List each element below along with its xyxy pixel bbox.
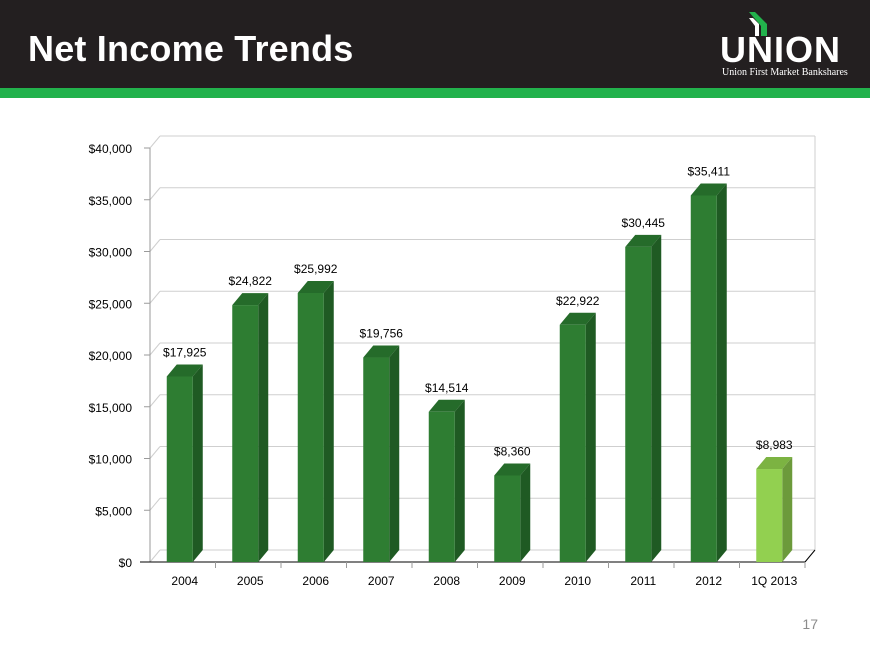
data-label: $14,514 xyxy=(425,381,469,395)
data-label: $8,983 xyxy=(756,438,793,452)
data-label: $17,925 xyxy=(163,345,207,359)
gridline-connector xyxy=(149,239,161,252)
bar xyxy=(756,469,783,562)
x-tick-label: 2011 xyxy=(630,574,656,588)
gridline-connector xyxy=(149,394,161,408)
x-tick-label: 2012 xyxy=(695,574,722,588)
bar xyxy=(494,475,521,562)
x-tick-label: 2004 xyxy=(171,574,198,588)
bar-side xyxy=(585,312,596,562)
bar-side xyxy=(520,463,531,562)
data-label: $25,992 xyxy=(294,262,338,276)
y-tick-label: $25,000 xyxy=(89,297,133,311)
company-logo: UNION Union First Market Bankshares xyxy=(720,12,850,82)
bar-top xyxy=(625,234,662,247)
logo-tagline: Union First Market Bankshares xyxy=(722,67,848,78)
gridline-connector xyxy=(149,446,161,459)
y-tick-label: $30,000 xyxy=(89,246,133,260)
bar-side xyxy=(258,293,269,562)
data-label: $8,360 xyxy=(494,444,531,458)
bar xyxy=(625,246,652,562)
y-tick-label: $35,000 xyxy=(89,194,133,208)
floor-edge xyxy=(804,549,816,563)
bar-side xyxy=(192,364,203,562)
x-tick-label: 2007 xyxy=(368,574,395,588)
y-tick-label: $5,000 xyxy=(95,504,132,518)
y-tick-label: $40,000 xyxy=(89,142,133,156)
bar-top xyxy=(363,345,400,358)
gridline-connector xyxy=(149,549,161,563)
bar xyxy=(363,357,390,562)
gridline-connector xyxy=(149,290,161,304)
bar xyxy=(166,376,193,562)
bar-top xyxy=(494,463,531,476)
bar-top xyxy=(297,280,334,293)
bar-top xyxy=(232,293,269,306)
bar xyxy=(428,411,455,562)
bar-top xyxy=(690,183,727,196)
bar xyxy=(297,292,324,562)
data-label: $22,922 xyxy=(556,294,600,308)
data-label: $30,445 xyxy=(622,216,666,230)
bar-side xyxy=(782,457,793,562)
bar-top xyxy=(428,399,465,412)
y-tick-label: $20,000 xyxy=(89,349,133,363)
net-income-bar-chart: $0 $5,000 $10,000 $15,000 $20,000 $25,000 $30,… xyxy=(89,135,816,588)
x-tick-label: 1Q 2013 xyxy=(751,574,797,588)
bar-top xyxy=(559,312,596,325)
gridline-connector xyxy=(149,342,161,356)
data-label: $35,411 xyxy=(688,164,731,178)
bar-side xyxy=(716,183,727,562)
x-tick-label: 2009 xyxy=(499,574,526,588)
bar xyxy=(559,324,586,562)
gridline-connector xyxy=(149,497,161,511)
x-tick-label: 2010 xyxy=(564,574,591,588)
bar-side xyxy=(323,280,334,562)
bar-side xyxy=(651,234,662,562)
page-number: 17 xyxy=(802,616,818,632)
data-label: $19,756 xyxy=(360,327,404,341)
accent-band xyxy=(0,88,870,98)
x-tick-label: 2006 xyxy=(302,574,329,588)
union-chevron-logo-icon xyxy=(749,12,767,36)
data-label: $24,822 xyxy=(229,274,273,288)
bar-side xyxy=(454,399,465,562)
bar-top xyxy=(166,364,203,377)
header-bar xyxy=(0,0,870,88)
y-tick-label: $10,000 xyxy=(89,453,133,467)
logo-wordmark: UNION xyxy=(720,29,841,70)
bar xyxy=(690,195,717,562)
bar xyxy=(232,305,259,562)
bar-top xyxy=(756,457,793,470)
y-tick-label: $15,000 xyxy=(89,401,133,415)
page-title: Net Income Trends xyxy=(28,28,354,69)
gridline-connector xyxy=(149,187,161,201)
x-tick-label: 2008 xyxy=(433,574,460,588)
bar-side xyxy=(389,345,400,562)
y-tick-label: $0 xyxy=(119,556,133,570)
gridline-connector xyxy=(149,135,161,149)
x-tick-label: 2005 xyxy=(237,574,264,588)
